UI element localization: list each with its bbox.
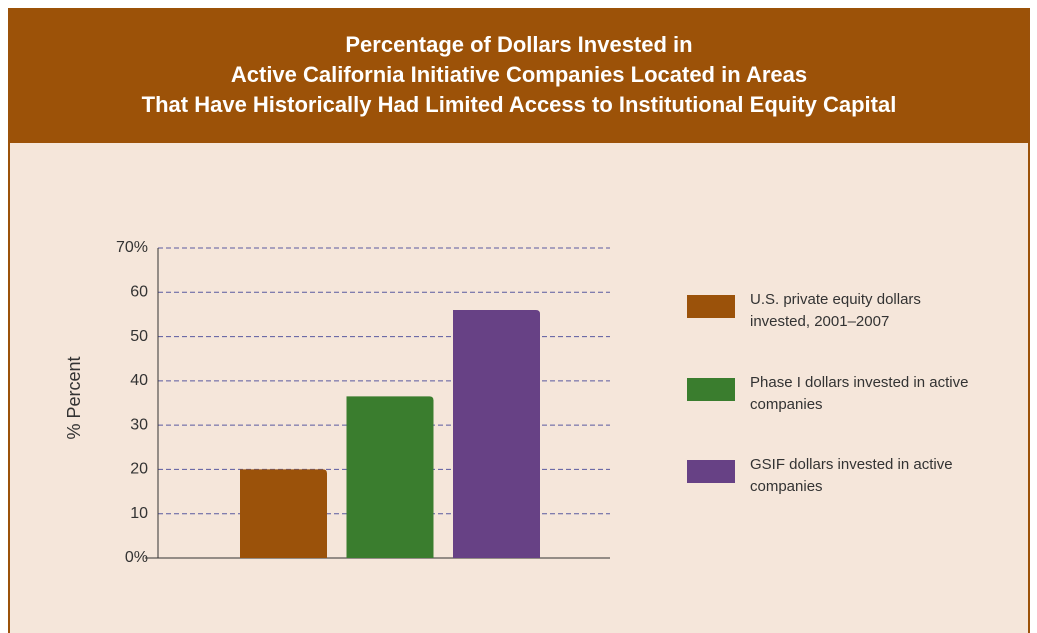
y-tick-label: 60	[130, 284, 148, 301]
legend-swatch	[687, 460, 735, 483]
header: Percentage of Dollars Invested in Active…	[10, 8, 1028, 143]
legend-label: Phase I dollars invested in active compa…	[750, 374, 969, 413]
legend-label: GSIF dollars invested in active companie…	[750, 456, 953, 495]
y-axis-label: % Percent	[64, 356, 84, 439]
title-line: Active California Initiative Companies L…	[230, 62, 808, 87]
legend-swatch	[687, 378, 735, 401]
y-tick-label: 40	[130, 372, 148, 389]
y-tick-label: 0%	[125, 549, 148, 566]
panel: Percentage of Dollars Invested in Active…	[8, 8, 1030, 633]
y-tick-label: 10	[130, 505, 148, 522]
bar	[240, 469, 327, 558]
legend-swatch	[687, 295, 735, 318]
y-tick-label: 70%	[116, 239, 148, 256]
legend-label: U.S. private equity dollars invested, 20…	[750, 291, 921, 330]
y-tick-label: 20	[130, 461, 148, 478]
bar	[453, 310, 540, 558]
title-line: That Have Historically Had Limited Acces…	[141, 92, 897, 117]
bar	[346, 396, 434, 558]
y-tick-label: 50	[130, 328, 148, 345]
y-tick-label: 30	[130, 416, 148, 433]
title-line: Percentage of Dollars Invested in	[345, 32, 693, 57]
